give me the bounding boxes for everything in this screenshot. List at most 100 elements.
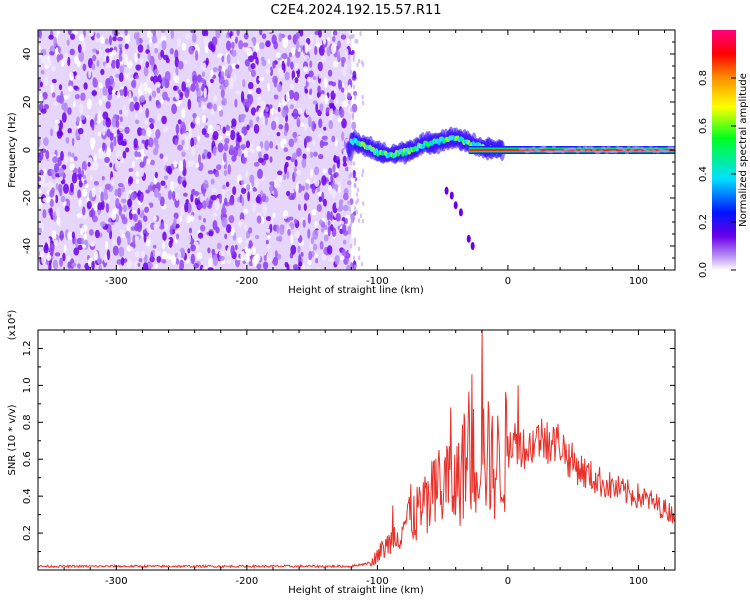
- noise-blob: [63, 244, 67, 253]
- noise-blob: [66, 39, 70, 46]
- noise-blob: [50, 83, 54, 94]
- noise-blob: [348, 54, 351, 60]
- noise-blob: [104, 38, 110, 45]
- noise-blob: [109, 132, 114, 142]
- noise-blob: [103, 193, 109, 201]
- noise-blob: [63, 52, 68, 63]
- noise-blob: [302, 185, 305, 192]
- carrier-speckle: [637, 149, 642, 153]
- noise-blob: [324, 94, 328, 105]
- colorbar-ticks: 0.0 0.2 0.4 0.6 0.8: [698, 70, 736, 278]
- noise-blob: [166, 96, 170, 102]
- noise-blob: [54, 123, 60, 132]
- noise-blob: [229, 197, 235, 206]
- noise-blob: [91, 187, 96, 198]
- noise-blob: [278, 67, 284, 79]
- noise-blob: [256, 114, 260, 123]
- noise-blob: [175, 223, 180, 229]
- noise-blob: [338, 220, 345, 225]
- noise-blob: [203, 148, 208, 157]
- noise-blob: [323, 126, 327, 131]
- noise-blob: [318, 61, 323, 71]
- noise-blob: [288, 195, 295, 201]
- noise-blob: [162, 91, 168, 101]
- noise-blob: [328, 99, 334, 104]
- noise-blob: [51, 92, 56, 98]
- noise-blob: [38, 176, 42, 182]
- noise-blob: [251, 181, 255, 188]
- noise-blob: [67, 231, 73, 240]
- spectrogram-x-ticks: -300 -200 -100 0 100: [37, 30, 666, 287]
- noise-blob: [186, 78, 190, 83]
- noise-blob: [304, 191, 309, 202]
- x-tick-label: 0: [505, 576, 511, 587]
- noise-blob: [91, 63, 96, 71]
- noise-blob: [353, 240, 357, 246]
- noise-blob: [318, 45, 325, 56]
- noise-blob: [120, 198, 127, 204]
- noise-blob: [188, 45, 195, 55]
- noise-blob: [69, 48, 75, 56]
- snr-frame: [37, 329, 676, 571]
- noise-blob: [281, 60, 285, 71]
- noise-blob: [240, 180, 245, 185]
- noise-blob: [60, 150, 64, 161]
- carrier-speckle: [537, 149, 542, 153]
- noise-blob: [249, 174, 255, 184]
- noise-blob: [253, 161, 260, 167]
- noise-blob: [83, 233, 88, 241]
- noise-blob: [56, 215, 61, 226]
- noise-blob: [293, 137, 298, 143]
- noise-blob: [81, 169, 84, 178]
- noise-blob: [232, 186, 237, 196]
- noise-blob: [240, 114, 246, 119]
- noise-blob: [228, 215, 235, 224]
- noise-blob: [290, 244, 297, 255]
- noise-blob: [323, 77, 328, 89]
- noise-blob: [297, 135, 302, 141]
- noise-blob: [177, 144, 183, 151]
- noise-blob: [351, 121, 357, 131]
- noise-blob: [39, 81, 43, 88]
- noise-blob: [166, 253, 172, 260]
- noise-blob: [263, 153, 269, 161]
- noise-blob: [331, 81, 337, 87]
- noise-blob: [341, 60, 345, 68]
- noise-blob: [226, 53, 231, 65]
- noise-blob: [174, 229, 181, 234]
- noise-blob: [104, 156, 110, 164]
- noise-blob: [117, 135, 124, 146]
- noise-blob: [221, 55, 225, 63]
- noise-blob: [300, 252, 304, 257]
- noise-blob: [304, 88, 309, 94]
- debris-point: [453, 201, 458, 210]
- noise-blob: [94, 250, 98, 261]
- noise-blob: [197, 232, 204, 239]
- noise-blob: [349, 236, 354, 247]
- noise-blob: [166, 165, 172, 174]
- noise-blob: [330, 173, 334, 184]
- noise-blob: [69, 163, 75, 171]
- noise-blob: [133, 260, 138, 270]
- spectrogram-y-ticks: -40 -20 0 20 40: [22, 29, 675, 271]
- noise-blob: [53, 36, 58, 48]
- noise-blob: [310, 168, 314, 178]
- noise-blob: [145, 238, 151, 247]
- noise-blob: [340, 34, 347, 40]
- noise-blob: [234, 98, 238, 108]
- noise-blob: [282, 37, 289, 49]
- noise-blob: [89, 240, 96, 247]
- y-tick-label: 0.2: [22, 525, 33, 541]
- noise-blob: [207, 267, 214, 270]
- noise-blob: [111, 89, 116, 95]
- noise-blob: [132, 234, 136, 246]
- noise-blob: [67, 85, 74, 92]
- noise-blob: [173, 212, 179, 220]
- noise-blob: [207, 127, 211, 135]
- noise-blob: [154, 250, 161, 257]
- noise-blob: [163, 156, 169, 162]
- noise-blob: [296, 118, 301, 128]
- noise-blob: [107, 93, 113, 101]
- noise-blob: [187, 248, 191, 254]
